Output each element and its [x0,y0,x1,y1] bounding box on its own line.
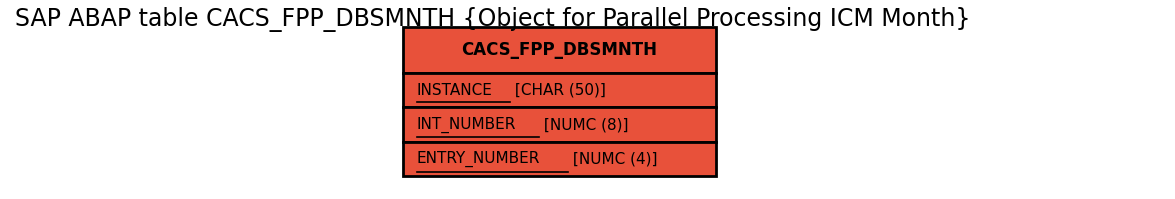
Text: [NUMC (8)]: [NUMC (8)] [538,117,627,132]
Text: [CHAR (50)]: [CHAR (50)] [510,83,605,98]
Text: SAP ABAP table CACS_FPP_DBSMNTH {Object for Parallel Processing ICM Month}: SAP ABAP table CACS_FPP_DBSMNTH {Object … [15,7,971,32]
FancyBboxPatch shape [403,27,716,73]
Text: [NUMC (4)]: [NUMC (4)] [568,151,658,166]
Text: ENTRY_NUMBER: ENTRY_NUMBER [417,151,540,167]
Text: CACS_FPP_DBSMNTH: CACS_FPP_DBSMNTH [462,41,658,59]
FancyBboxPatch shape [403,107,716,142]
FancyBboxPatch shape [403,142,716,176]
Text: INSTANCE: INSTANCE [417,83,492,98]
FancyBboxPatch shape [403,73,716,107]
Text: INT_NUMBER: INT_NUMBER [417,116,516,133]
